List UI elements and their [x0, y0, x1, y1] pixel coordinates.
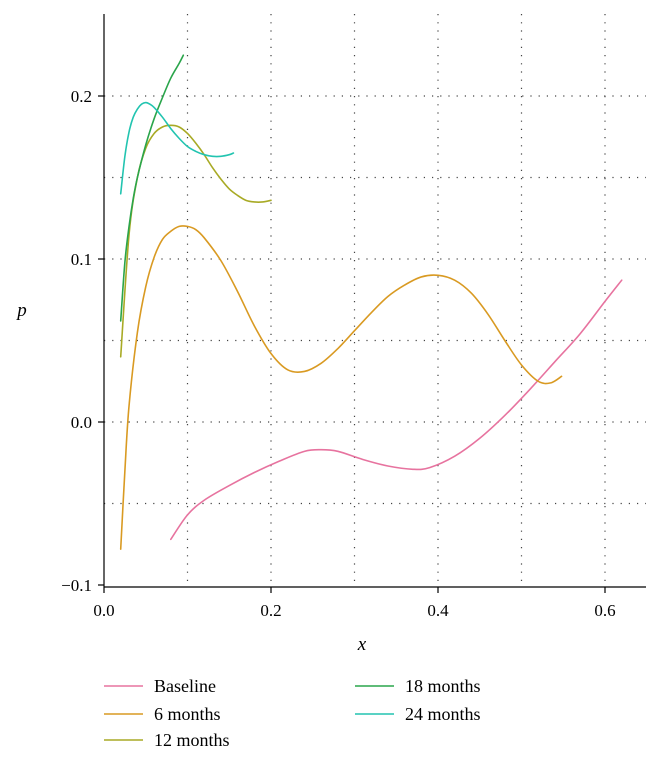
series-line-6-months — [119, 225, 563, 550]
legend-label: 12 months — [154, 730, 230, 750]
legend-label: Baseline — [154, 676, 216, 696]
x-tick-label: 0.6 — [594, 601, 615, 620]
legend-item-baseline: Baseline — [104, 676, 216, 696]
legend-label: 18 months — [405, 676, 481, 696]
legend-label: 24 months — [405, 704, 481, 724]
x-tick-label: 0.2 — [260, 601, 281, 620]
grid-lines — [104, 14, 646, 587]
legend-item-12-months: 12 months — [104, 730, 230, 750]
legend-label: 6 months — [154, 704, 221, 724]
y-axis-title: p — [15, 300, 27, 321]
series-lines — [119, 54, 623, 550]
x-ticks: 0.0 0.2 0.4 0.6 — [93, 587, 616, 620]
series-line-baseline — [170, 279, 623, 541]
legend: Baseline 6 months 12 months 18 months 24 mon… — [104, 676, 481, 750]
x-tick-label: 0.0 — [93, 601, 114, 620]
series-line-12-months — [119, 124, 272, 358]
y-tick-label: 0.1 — [71, 250, 92, 269]
axes — [103, 14, 646, 588]
series-line-24-months — [119, 101, 235, 195]
series-line-18-months — [119, 54, 185, 322]
y-tick-label: −0.1 — [61, 576, 92, 595]
legend-item-18-months: 18 months — [355, 676, 481, 696]
x-tick-label: 0.4 — [427, 601, 449, 620]
legend-item-6-months: 6 months — [104, 704, 221, 724]
y-tick-label: 0.2 — [71, 87, 92, 106]
x-axis-title: x — [357, 634, 367, 655]
legend-item-24-months: 24 months — [355, 704, 481, 724]
y-ticks: −0.1 0.0 0.1 0.2 — [61, 87, 104, 595]
y-tick-label: 0.0 — [71, 413, 92, 432]
